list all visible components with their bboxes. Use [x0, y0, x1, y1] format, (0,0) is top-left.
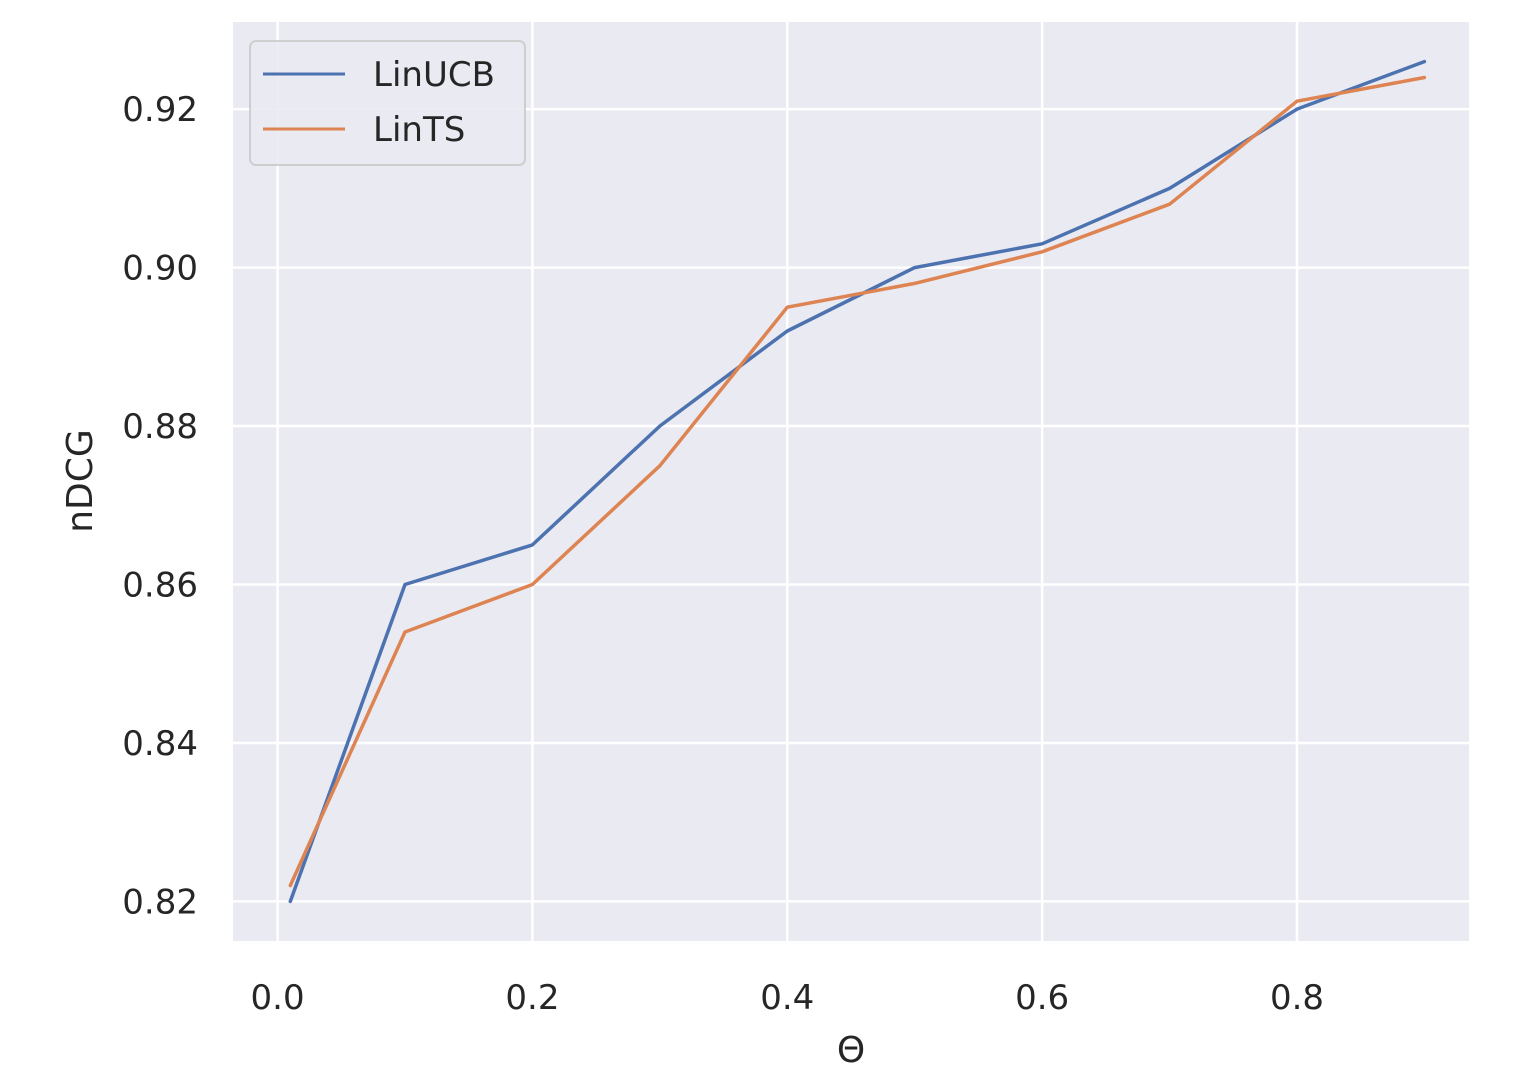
data-point-linucb: [1423, 61, 1425, 63]
data-point-linucb: [914, 267, 916, 269]
series-line-lints: [288, 75, 1427, 888]
x-tick-label: 0.4: [760, 978, 814, 1018]
legend-label-linucb: LinUCB: [373, 55, 495, 95]
data-point-linucb: [786, 330, 788, 332]
data-point-lints: [1296, 100, 1298, 102]
data-point-linucb: [289, 900, 291, 902]
grid: [233, 22, 1469, 941]
data-point-linucb: [659, 425, 661, 427]
data-point-linucb: [404, 583, 406, 585]
data-point-linucb: [1169, 187, 1171, 189]
legend: LinUCB LinTS: [249, 40, 526, 166]
y-tick-label: 0.84: [122, 724, 198, 764]
legend-label-lints: LinTS: [373, 110, 465, 150]
data-point-lints: [1041, 251, 1043, 253]
series-line-linucb: [288, 59, 1427, 904]
y-tick-label: 0.86: [122, 565, 198, 605]
y-axis-label: nDCG: [60, 429, 101, 533]
data-point-lints: [1169, 203, 1171, 205]
x-tick-labels: 0.0 0.2 0.4 0.6 0.8: [251, 978, 1324, 1018]
data-point-lints: [914, 282, 916, 284]
data-point-lints: [289, 885, 291, 887]
y-tick-label: 0.82: [122, 882, 198, 922]
data-point-lints: [531, 583, 533, 585]
plot-background: [233, 22, 1469, 941]
y-tick-label: 0.92: [122, 90, 198, 130]
x-tick-label: 0.0: [251, 978, 305, 1018]
data-point-lints: [659, 465, 661, 467]
data-point-lints: [786, 306, 788, 308]
series-layer: [288, 59, 1427, 904]
legend-box: [249, 40, 526, 166]
data-point-linucb: [1296, 108, 1298, 110]
y-tick-label: 0.90: [122, 249, 198, 289]
y-tick-label: 0.88: [122, 407, 198, 447]
x-axis-label: Θ: [837, 1030, 865, 1071]
y-tick-labels: 0.82 0.84 0.86 0.88 0.90 0.92: [122, 90, 198, 922]
x-tick-label: 0.8: [1270, 978, 1324, 1018]
data-point-lints: [1423, 76, 1425, 78]
data-point-linucb: [1041, 243, 1043, 245]
x-tick-label: 0.6: [1015, 978, 1069, 1018]
data-point-lints: [404, 631, 406, 633]
x-tick-label: 0.2: [505, 978, 559, 1018]
data-point-linucb: [531, 544, 533, 546]
